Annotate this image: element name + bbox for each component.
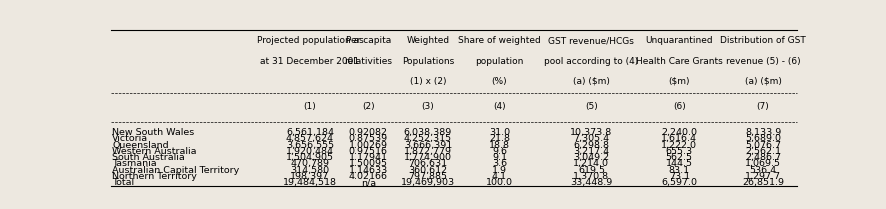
Text: New South Wales: New South Wales [113,128,194,137]
Text: 2,486.7: 2,486.7 [745,153,781,162]
Text: 1,504,905: 1,504,905 [286,153,334,162]
Text: 19,484,518: 19,484,518 [283,178,337,187]
Text: n/a: n/a [361,178,376,187]
Text: 1.14633: 1.14633 [348,166,388,175]
Text: 144.5: 144.5 [665,159,693,168]
Text: 1,616.4: 1,616.4 [661,134,697,143]
Text: 3,217.4: 3,217.4 [573,147,610,156]
Text: Queensland: Queensland [113,141,168,150]
Text: (a) ($m): (a) ($m) [744,76,781,85]
Text: 0.87539: 0.87539 [349,134,388,143]
Text: 314,580: 314,580 [291,166,330,175]
Text: 21.8: 21.8 [489,134,510,143]
Text: 100.0: 100.0 [486,178,513,187]
Text: Tasmania: Tasmania [113,159,157,168]
Text: (2): (2) [362,102,375,111]
Text: (3): (3) [422,102,434,111]
Text: South Australia: South Australia [113,153,185,162]
Text: Populations: Populations [402,57,455,66]
Text: 3,656,555: 3,656,555 [286,141,334,150]
Text: 0.97516: 0.97516 [349,147,388,156]
Text: (%): (%) [492,76,507,85]
Text: 73.1: 73.1 [669,172,690,181]
Text: Projected population as: Projected population as [257,36,363,45]
Text: 4,857,624: 4,857,624 [286,134,334,143]
Text: 360,612: 360,612 [408,166,447,175]
Text: 1.17941: 1.17941 [349,153,388,162]
Text: 26,851.9: 26,851.9 [742,178,784,187]
Text: 6,597.0: 6,597.0 [661,178,697,187]
Text: Share of weighted: Share of weighted [458,36,540,45]
Text: Per capita: Per capita [346,36,391,45]
Text: 1,872,779: 1,872,779 [404,147,452,156]
Text: 2,562.1: 2,562.1 [745,147,781,156]
Text: 706,631: 706,631 [408,159,447,168]
Text: pool according to (4): pool according to (4) [544,57,639,66]
Text: (4): (4) [494,102,506,111]
Text: (1) x (2): (1) x (2) [409,76,447,85]
Text: population: population [475,57,524,66]
Text: 5,076.7: 5,076.7 [745,141,781,150]
Text: 9.6: 9.6 [492,147,507,156]
Text: 1.00269: 1.00269 [349,141,388,150]
Text: 33,448.9: 33,448.9 [571,178,612,187]
Text: 1,297.7: 1,297.7 [745,172,781,181]
Text: (7): (7) [757,102,769,111]
Text: (6): (6) [673,102,686,111]
Text: 3,666,391: 3,666,391 [404,141,452,150]
Text: Total: Total [113,178,135,187]
Text: 19,469,903: 19,469,903 [401,178,455,187]
Text: 4.02166: 4.02166 [349,172,388,181]
Text: 6,561,184: 6,561,184 [286,128,334,137]
Text: relativities: relativities [345,57,392,66]
Text: 619.5: 619.5 [578,166,605,175]
Text: 536.4: 536.4 [750,166,777,175]
Text: Western Australia: Western Australia [113,147,197,156]
Text: Australian Capital Territory: Australian Capital Territory [113,166,239,175]
Text: 655.3: 655.3 [665,147,693,156]
Text: 1,370.8: 1,370.8 [573,172,610,181]
Text: Weighted: Weighted [407,36,449,45]
Text: 797,885: 797,885 [408,172,447,181]
Text: (1): (1) [304,102,316,111]
Text: 31.0: 31.0 [489,128,510,137]
Text: 9.1: 9.1 [492,153,507,162]
Text: 18.8: 18.8 [489,141,510,150]
Text: 6,038,389: 6,038,389 [404,128,452,137]
Text: 10,373.8: 10,373.8 [571,128,612,137]
Text: 4.1: 4.1 [492,172,507,181]
Text: 1,774,900: 1,774,900 [404,153,452,162]
Text: at 31 December 2001: at 31 December 2001 [260,57,360,66]
Text: 7,305.4: 7,305.4 [573,134,610,143]
Text: 4,252,315: 4,252,315 [404,134,452,143]
Text: 1,069.5: 1,069.5 [745,159,781,168]
Text: 0.92082: 0.92082 [349,128,388,137]
Text: 1,222.0: 1,222.0 [661,141,697,150]
Text: revenue (5) - (6): revenue (5) - (6) [726,57,800,66]
Text: 198,397: 198,397 [291,172,330,181]
Text: Distribution of GST: Distribution of GST [720,36,806,45]
Text: 3,049.2: 3,049.2 [573,153,610,162]
Text: Health Care Grants: Health Care Grants [636,57,723,66]
Text: 1,920,484: 1,920,484 [286,147,334,156]
Text: 470,789: 470,789 [291,159,330,168]
Text: 5,689.0: 5,689.0 [745,134,781,143]
Text: 8,133.9: 8,133.9 [745,128,781,137]
Text: 1.50095: 1.50095 [349,159,388,168]
Text: Unquarantined: Unquarantined [646,36,713,45]
Text: Victoria: Victoria [113,134,148,143]
Text: 3.6: 3.6 [492,159,507,168]
Text: 2,240.0: 2,240.0 [661,128,697,137]
Text: GST revenue/HCGs: GST revenue/HCGs [548,36,634,45]
Text: 562.5: 562.5 [665,153,693,162]
Text: ($m): ($m) [669,76,690,85]
Text: Northern Territory: Northern Territory [113,172,197,181]
Text: 1,214.0: 1,214.0 [573,159,610,168]
Text: 6,298.8: 6,298.8 [573,141,610,150]
Text: (5): (5) [585,102,598,111]
Text: (a) ($m): (a) ($m) [573,76,610,85]
Text: 1.9: 1.9 [492,166,507,175]
Text: 83.1: 83.1 [669,166,690,175]
